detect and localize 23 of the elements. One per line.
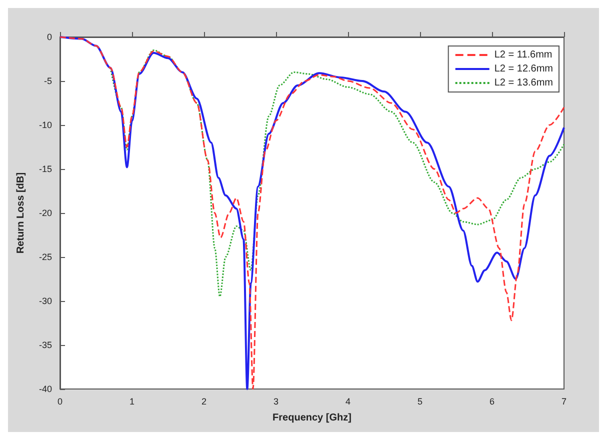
y-tick-label: -25 [38, 252, 52, 262]
x-tick-label: 4 [345, 396, 351, 406]
y-tick-label: -20 [38, 208, 52, 218]
x-tick-label: 0 [57, 396, 63, 406]
y-tick-label: -30 [38, 296, 52, 306]
y-tick-label: -35 [38, 340, 52, 350]
legend-label: L2 = 13.6mm [494, 78, 554, 88]
line-series [110, 49, 565, 298]
x-tick-label: 7 [561, 396, 567, 406]
x-tick-label: 5 [417, 396, 423, 406]
y-axis-title: Return Loss [dB] [16, 172, 26, 254]
legend-label: L2 = 11.6mm [494, 50, 552, 60]
legend-label: L2 = 12.6mm [494, 64, 554, 74]
y-tick-label: -10 [38, 120, 52, 130]
x-axis-title: Frequency [Ghz] [272, 412, 352, 424]
x-tick-label: 1 [129, 396, 135, 406]
y-tick-label: -15 [38, 164, 52, 174]
y-tick-label: 0 [46, 32, 52, 42]
x-tick-label: 2 [201, 396, 207, 406]
x-tick-label: 6 [489, 396, 495, 406]
y-tick-label: -5 [44, 76, 52, 86]
x-tick-label: 3 [273, 396, 279, 406]
y-tick-label: -40 [38, 384, 52, 394]
